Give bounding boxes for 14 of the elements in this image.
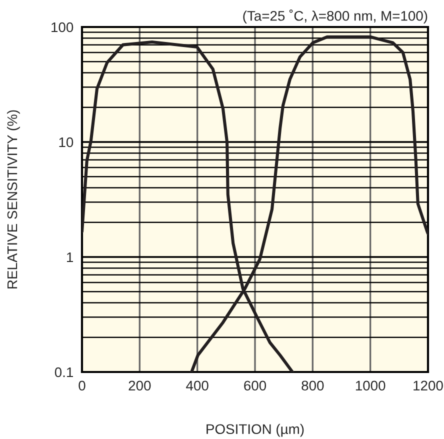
x-tick-label: 200 xyxy=(128,380,151,391)
x-tick-label: 400 xyxy=(186,380,208,391)
y-tick-label: 0.1 xyxy=(54,367,73,378)
x-tick-label: 1200 xyxy=(414,380,443,391)
x-tick-label: 600 xyxy=(244,380,266,391)
x-tick-label: 1000 xyxy=(356,380,386,391)
y-tick-label: 1 xyxy=(67,252,73,262)
text: (Ta=25 ˚C, λ=800 nm, M=100) xyxy=(243,9,428,24)
y-axis-title: RELATIVE SENSITIVITY (%) xyxy=(6,110,20,288)
x-tick-label: 800 xyxy=(302,380,324,391)
y-tick-label: 100 xyxy=(52,22,74,32)
x-axis-title: POSITION (µm) xyxy=(206,424,304,437)
x-tick-label: 0 xyxy=(78,380,86,391)
y-tick-label: 10 xyxy=(59,137,74,148)
